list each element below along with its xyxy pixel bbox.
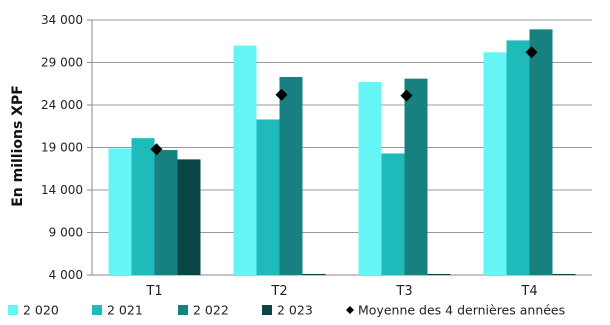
bar <box>381 153 405 275</box>
bar <box>108 148 132 275</box>
average-marker <box>275 88 288 101</box>
x-category-label: T1 <box>145 284 162 299</box>
y-tick-label: 34 000 <box>41 13 83 27</box>
bar-empty <box>552 274 576 275</box>
legend-label: Moyenne des 4 dernières années <box>358 303 565 318</box>
bar <box>256 119 280 275</box>
legend-diamond-icon <box>346 306 354 314</box>
x-category-label: T3 <box>395 284 412 299</box>
average-marker <box>400 89 413 102</box>
x-category-label: T2 <box>270 284 287 299</box>
y-tick-label: 29 000 <box>41 56 83 70</box>
legend-label: 2 020 <box>23 303 59 318</box>
bar <box>177 159 201 275</box>
x-category-label: T4 <box>520 284 537 299</box>
legend-label: 2 021 <box>107 303 143 318</box>
legend-label: 2 022 <box>193 303 229 318</box>
bar <box>529 29 553 275</box>
y-tick-label: 9 000 <box>49 226 83 240</box>
bar <box>404 78 428 276</box>
bar <box>279 76 303 275</box>
y-tick-label: 19 000 <box>41 141 83 155</box>
legend-swatch <box>92 305 102 315</box>
bar <box>506 40 530 276</box>
bar <box>483 52 507 275</box>
x-category-labels: T1 T2 T3 T4 <box>145 284 537 299</box>
y-tick-label: 14 000 <box>41 183 83 197</box>
legend-swatch <box>262 305 272 315</box>
bar <box>131 138 155 275</box>
y-tick-label: 24 000 <box>41 98 83 112</box>
bar <box>358 82 382 275</box>
y-tick-label: 4 000 <box>49 268 83 282</box>
y-axis-label: En millions XPF <box>10 85 26 207</box>
legend-swatch <box>178 305 188 315</box>
legend: 2 020 2 021 2 022 2 023 Moyenne des 4 derniè… <box>8 303 565 318</box>
average-marker <box>150 143 163 156</box>
average-marker <box>525 46 538 59</box>
y-tick-labels: 4 000 9 000 14 000 19 000 24 000 29 000 34 000 <box>41 13 83 282</box>
bar <box>154 150 178 275</box>
legend-swatch <box>8 305 18 315</box>
legend-label: 2 023 <box>277 303 313 318</box>
bar <box>233 45 257 275</box>
average-markers <box>150 46 538 156</box>
bars <box>108 29 576 276</box>
bar-empty <box>302 274 326 275</box>
bar-empty <box>427 274 451 275</box>
